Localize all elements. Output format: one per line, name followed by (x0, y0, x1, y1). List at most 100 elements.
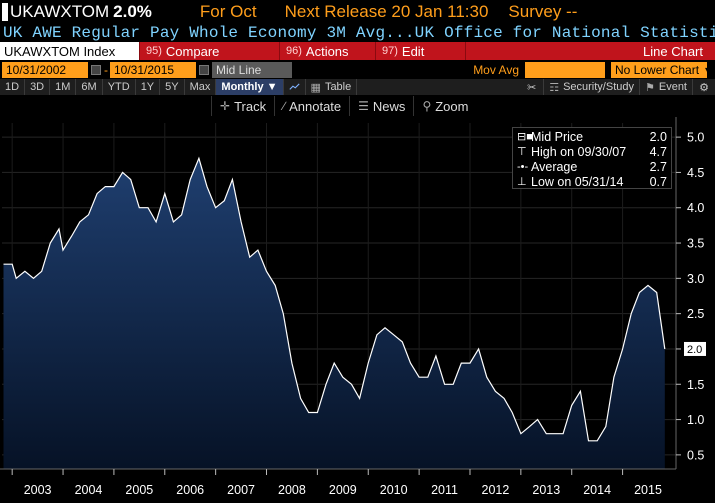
x-tick-label: 2008 (278, 483, 306, 497)
compare-menu[interactable]: 95) Compare (140, 42, 280, 60)
description-text: UK AWE Regular Pay Whole Economy 3M Avg.… (3, 24, 715, 42)
x-tick-label: 2006 (176, 483, 204, 497)
x-tick-label: 2011 (431, 483, 458, 497)
period-5y[interactable]: 5Y (160, 79, 185, 95)
x-tick-label: 2004 (75, 483, 103, 497)
y-tick-label: 3.5 (687, 237, 704, 251)
event-button[interactable]: ⚑ Event (640, 79, 693, 95)
low-value: 0.7 (649, 174, 667, 189)
last-value-marker: 2.0 (684, 341, 706, 356)
news-icon: ☰ (358, 99, 369, 113)
x-tick-label: 2014 (583, 483, 611, 497)
series-line (3, 156, 666, 442)
news-tool[interactable]: ☰ News (349, 96, 413, 116)
security-header: UKAWXTOM 2.0% For Oct Next Release 20 Ja… (0, 0, 715, 24)
high-value: 4.7 (649, 144, 667, 159)
period-1y[interactable]: 1Y (136, 79, 161, 95)
y-tick-label: 3.0 (687, 272, 704, 286)
compare-label: Compare (165, 43, 220, 59)
edit-menu[interactable]: 97) Edit (376, 42, 466, 60)
low-marker-icon: ⊥ (517, 176, 527, 188)
x-tick-label: 2009 (329, 483, 357, 497)
frequency-select[interactable]: Monthly ▼ (216, 79, 284, 95)
lower-chart-label: No Lower Chart (615, 63, 700, 77)
event-icon: ⚑ (644, 81, 655, 94)
track-label: Track (234, 98, 267, 114)
period-3d[interactable]: 3D (25, 79, 51, 95)
date-controls: 10/31/2002 - 10/31/2015 Mid Line Mov Avg… (0, 61, 715, 79)
x-axis: 2003 2004 2005 2006 2007 2008 2009 2010 2011 2012… (0, 468, 715, 503)
calendar-start-icon[interactable] (91, 65, 101, 75)
period-1d[interactable]: 1D (0, 79, 26, 95)
chart-type-label[interactable]: Line Chart (643, 43, 703, 59)
mov-avg-field[interactable] (525, 62, 605, 78)
y-tick-label: 4.5 (687, 166, 704, 180)
y-tick-label: 1.0 (687, 413, 704, 427)
menu-bar: UKAWXTOM Index 95) Compare 96) Actions 9… (0, 42, 715, 60)
annotate-tool[interactable]: ∕ Annotate (274, 96, 349, 116)
period-max[interactable]: Max (185, 79, 217, 95)
legend[interactable]: ⊟■ Mid Price 2.0 ⊤ High on 09/30/07 4.7 … (512, 127, 672, 189)
price-chart[interactable]: 0.51.01.52.02.53.03.54.04.55.0 200320042… (0, 117, 715, 503)
period-toolbar: 1D 3D 1M 6M YTD 1Y 5Y Max Monthly ▼ ▦ Tab… (0, 79, 715, 95)
y-axis-panel (676, 117, 715, 503)
command-cursor (2, 3, 8, 21)
pencil-icon: ∕ (283, 99, 286, 113)
index-field[interactable]: UKAWXTOM Index (0, 42, 140, 60)
gear-icon[interactable]: ⚙ (699, 81, 709, 94)
x-axis-panel (0, 469, 715, 503)
edit-num: 97) (382, 45, 398, 57)
security-description: UK AWE Regular Pay Whole Economy 3M Avg.… (0, 24, 715, 42)
lower-chart-select[interactable]: No Lower Chart (611, 62, 707, 78)
mid-price-label: Mid Price (531, 129, 584, 144)
table-button[interactable]: ▦ Table (306, 79, 358, 95)
scissors-icon[interactable]: ✂ (520, 79, 545, 95)
line-chart-icon[interactable] (284, 79, 306, 95)
zoom-tool[interactable]: ⚲ Zoom (413, 96, 476, 116)
annotate-label: Annotate (289, 98, 342, 114)
low-label: Low on 05/31/14 (531, 174, 624, 189)
edit-label: Edit (401, 43, 425, 59)
x-tick-label: 2015 (634, 483, 662, 497)
x-tick-label: 2007 (227, 483, 255, 497)
security-study-label: Security/Study (563, 81, 634, 93)
last-value-label: 2.0 (687, 344, 702, 356)
table-label: Table (324, 81, 352, 93)
x-tick-label: 2003 (24, 483, 52, 497)
x-tick-label: 2005 (125, 483, 153, 497)
end-date-field[interactable]: 10/31/2015 (110, 62, 196, 78)
period-1m[interactable]: 1M (50, 79, 77, 95)
y-tick-label: 1.5 (687, 378, 704, 392)
header-next-release: Next Release 20 Jan 11:30 (284, 2, 489, 21)
track-tool[interactable]: ✛ Track (211, 96, 274, 116)
actions-menu[interactable]: 96) Actions (280, 42, 376, 60)
header-for-period: For Oct (199, 2, 257, 21)
security-study-button[interactable]: ☶ Security/Study (544, 79, 640, 95)
header-value: 2.0% (113, 2, 152, 21)
actions-num: 96) (286, 45, 302, 57)
header-survey: Survey -- (508, 2, 578, 21)
period-6m[interactable]: 6M (76, 79, 103, 95)
zoom-label: Zoom (435, 98, 469, 114)
price-field-select[interactable]: Mid Line (212, 62, 292, 78)
period-ytd[interactable]: YTD (103, 79, 136, 95)
calendar-end-icon[interactable] (199, 65, 209, 75)
legend-mid-price: ⊟■ Mid Price 2.0 (517, 129, 667, 144)
mid-price-marker-icon: ⊟■ (517, 131, 533, 143)
y-tick-label: 4.0 (687, 201, 704, 215)
index-label: UKAWXTOM Index (4, 43, 116, 59)
mov-avg-label: Mov Avg (473, 63, 519, 77)
high-marker-icon: ⊤ (517, 146, 527, 158)
magnifier-icon: ⚲ (422, 99, 432, 113)
start-date-field[interactable]: 10/31/2002 (2, 62, 88, 78)
header-ticker: UKAWXTOM (10, 2, 110, 21)
y-tick-label: 0.5 (687, 448, 704, 462)
date-separator-icon: - (104, 63, 108, 77)
average-marker-icon: -•- (517, 160, 529, 173)
crosshair-icon: ✛ (220, 99, 231, 113)
area-fill (3, 158, 665, 470)
study-icon: ☶ (549, 81, 560, 94)
event-label: Event (658, 81, 687, 93)
legend-average: -•- Average 2.7 (517, 159, 667, 174)
legend-low: ⊥ Low on 05/31/14 0.7 (517, 174, 667, 189)
